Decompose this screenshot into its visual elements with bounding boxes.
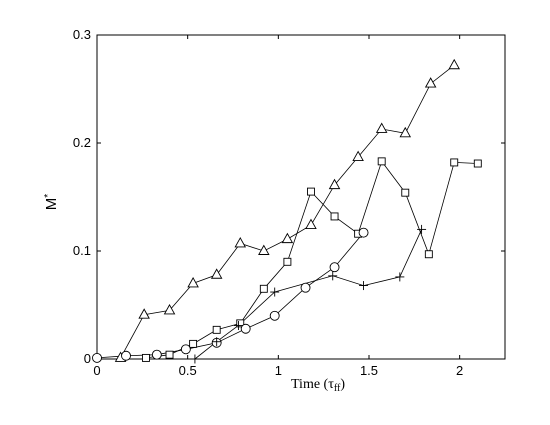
y-axis-label: M*	[43, 194, 60, 211]
data-point-triangle	[281, 232, 294, 244]
data-point-triangle	[187, 276, 199, 288]
data-point-triangle	[305, 218, 317, 230]
data-point-triangle	[210, 268, 223, 279]
data-point-plus	[212, 337, 222, 347]
data-point-circle	[121, 350, 131, 361]
data-point-square	[212, 325, 221, 334]
data-point-plus	[233, 321, 243, 331]
data-point-triangle	[448, 58, 460, 70]
data-point-plus	[270, 287, 280, 297]
x-tick-label: 1.5	[360, 363, 378, 378]
plot-frame	[96, 34, 506, 360]
data-point-circle	[92, 352, 102, 363]
y-tick-label: 0.3	[73, 27, 91, 42]
data-point-square	[473, 159, 482, 168]
data-point-circle	[329, 262, 340, 273]
series-markers	[92, 58, 482, 364]
y-tick-label: 0.2	[73, 135, 91, 150]
data-point-triangle	[375, 122, 388, 133]
data-point-triangle	[424, 77, 437, 88]
y-tick-label: 0	[84, 351, 91, 366]
data-point-square	[165, 350, 174, 359]
axis-ticks	[96, 34, 505, 360]
data-point-triangle	[138, 308, 150, 319]
data-point-circle	[151, 349, 162, 360]
series-lines	[96, 64, 478, 360]
x-tick-label: 2	[456, 363, 463, 378]
data-point-circle	[300, 282, 311, 293]
data-point-square	[450, 158, 459, 167]
x-tick-label: 0	[93, 363, 100, 378]
data-point-plus	[190, 354, 200, 364]
data-point-circle	[240, 323, 251, 334]
data-point-circle	[358, 227, 369, 238]
data-point-square	[424, 250, 433, 259]
data-point-plus	[417, 224, 427, 234]
x-tick-label: 1	[275, 363, 282, 378]
data-point-square	[142, 353, 150, 362]
data-point-triangle	[352, 150, 364, 161]
series-line-plus	[194, 229, 422, 360]
series-line-circle	[96, 232, 364, 359]
data-point-square	[236, 319, 245, 328]
data-point-square	[377, 157, 386, 166]
data-point-triangle	[328, 178, 341, 190]
data-point-square	[283, 257, 292, 266]
data-point-square	[189, 339, 198, 348]
data-point-square	[401, 188, 410, 197]
tick-labels: 0 0.5 1 1.5 2 0 0.1 0.2 0.3	[73, 27, 463, 378]
x-tick-label: 0.5	[179, 363, 197, 378]
data-point-plus	[328, 271, 338, 281]
y-tick-label: 0.1	[73, 243, 91, 258]
data-point-triangle	[258, 244, 270, 255]
data-point-triangle	[234, 237, 247, 248]
data-point-circle	[269, 310, 280, 321]
data-point-circle	[180, 344, 191, 355]
data-point-triangle	[399, 126, 412, 138]
data-point-plus	[359, 281, 369, 291]
x-axis-label: Time (τff)	[291, 377, 345, 394]
data-point-square	[259, 284, 268, 293]
data-point-square	[330, 212, 339, 221]
data-point-plus	[395, 272, 405, 282]
data-point-triangle	[163, 303, 176, 315]
data-point-square	[307, 187, 315, 196]
